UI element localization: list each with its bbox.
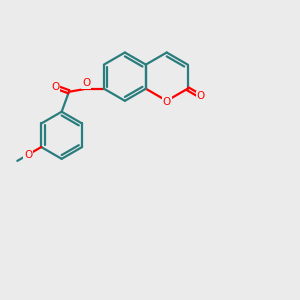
Text: O: O [51, 82, 59, 92]
Text: O: O [24, 150, 32, 160]
Text: O: O [82, 78, 90, 88]
Text: O: O [163, 97, 171, 107]
Text: O: O [197, 92, 205, 101]
